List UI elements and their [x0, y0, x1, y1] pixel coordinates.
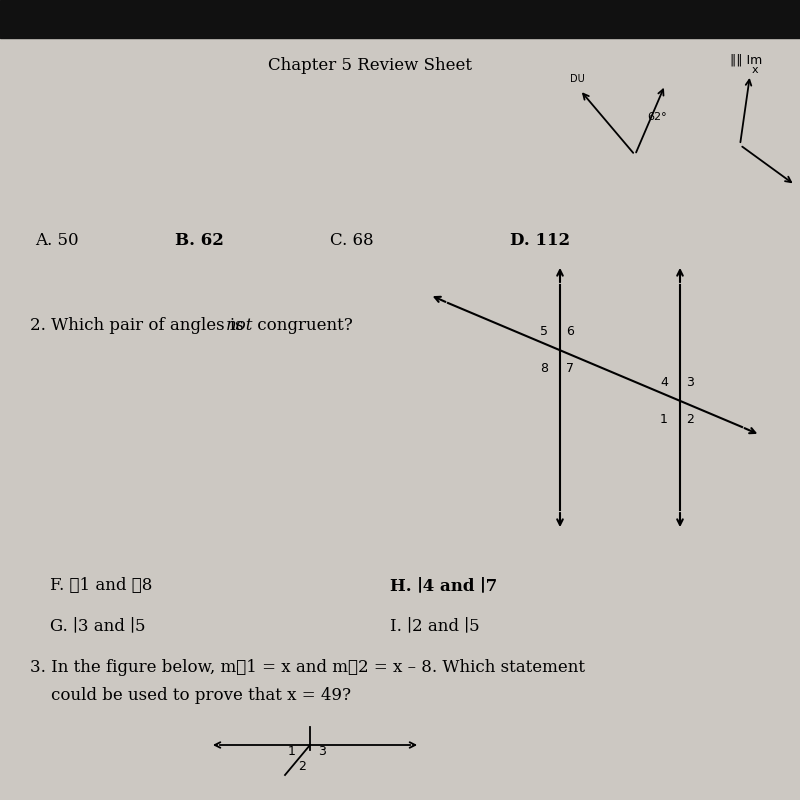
Text: C. 68: C. 68 — [330, 232, 374, 249]
Bar — [0, 0, 800, 38]
Text: 8: 8 — [540, 362, 548, 375]
Text: 2. Which pair of angles is: 2. Which pair of angles is — [30, 317, 249, 334]
Text: 2: 2 — [298, 760, 306, 773]
Text: 7: 7 — [566, 362, 574, 375]
Text: 5: 5 — [540, 325, 548, 338]
Text: ‖‖ Im: ‖‖ Im — [730, 54, 762, 66]
Text: not: not — [226, 317, 254, 334]
Text: 62°: 62° — [647, 112, 666, 122]
Text: could be used to prove that x = 49?: could be used to prove that x = 49? — [30, 687, 351, 704]
Text: 3. In the figure below, m∡1 = x and m∡2 = x – 8. Which statement: 3. In the figure below, m∡1 = x and m∡2 … — [30, 659, 585, 676]
Text: DU: DU — [570, 74, 584, 84]
Text: Chapter 5 Review Sheet: Chapter 5 Review Sheet — [268, 57, 472, 74]
Text: x: x — [752, 65, 758, 75]
Text: 3: 3 — [318, 745, 326, 758]
Text: 3: 3 — [686, 376, 694, 389]
Text: D. 112: D. 112 — [510, 232, 570, 249]
Text: A. 50: A. 50 — [35, 232, 78, 249]
Text: I. ∣2 and ∣5: I. ∣2 and ∣5 — [390, 617, 480, 634]
Text: 1: 1 — [660, 413, 668, 426]
Text: F. ∡1 and ∡8: F. ∡1 and ∡8 — [50, 577, 152, 594]
Text: B. 62: B. 62 — [175, 232, 224, 249]
Text: 6: 6 — [566, 325, 574, 338]
Text: 1: 1 — [288, 745, 296, 758]
Text: congruent?: congruent? — [252, 317, 353, 334]
Text: G. ∣3 and ∣5: G. ∣3 and ∣5 — [50, 617, 146, 634]
Text: H. ∣4 and ∣7: H. ∣4 and ∣7 — [390, 577, 498, 594]
Text: 4: 4 — [660, 376, 668, 389]
Text: 2: 2 — [686, 413, 694, 426]
